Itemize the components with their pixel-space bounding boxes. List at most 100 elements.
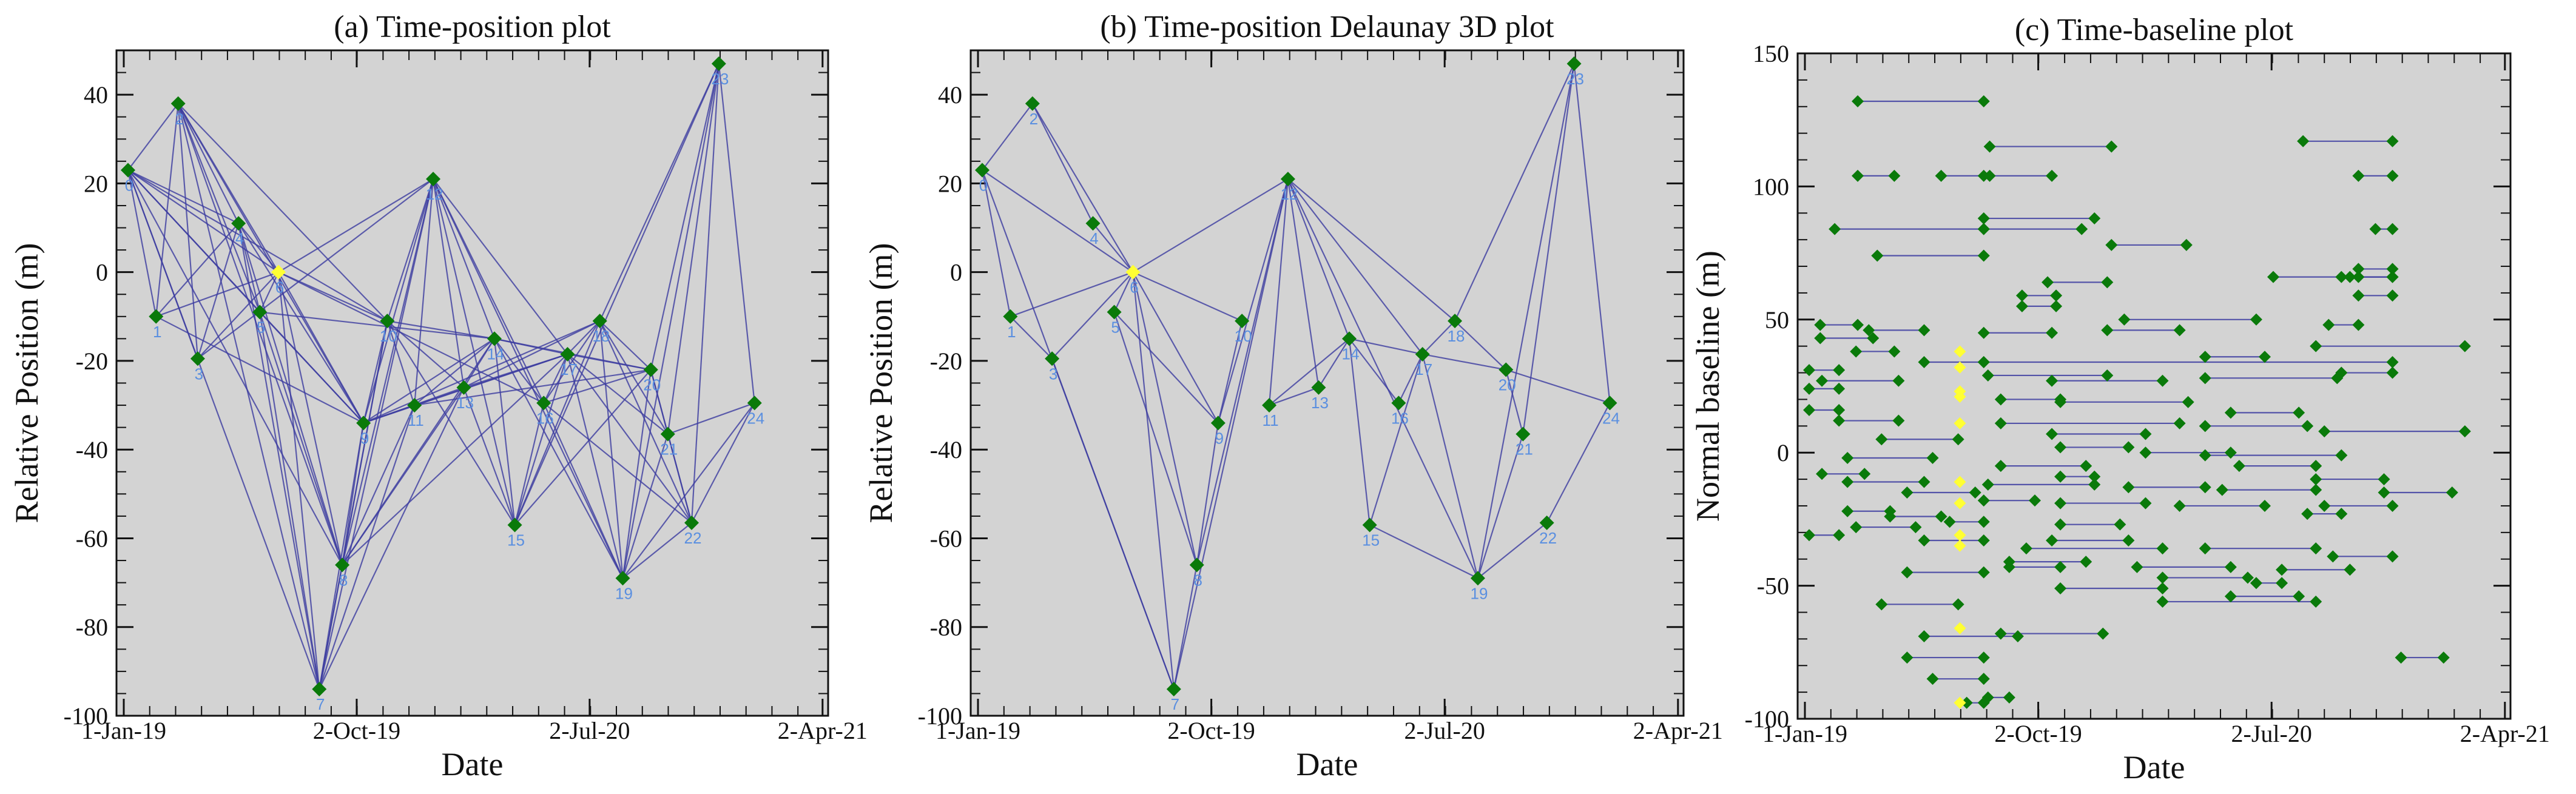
master-baseline-point: [1954, 696, 1966, 709]
interferogram-edge: [567, 354, 624, 579]
image-point: [1602, 395, 1617, 411]
y-tick-label: -50: [1757, 573, 1789, 600]
image-point: [975, 163, 990, 178]
point-label: 2: [1030, 110, 1038, 128]
point-label: 24: [747, 409, 764, 427]
interferogram-edge: [514, 320, 601, 525]
baseline-point: [1918, 630, 1930, 642]
baseline-point: [2046, 326, 2058, 339]
interferogram-edge: [177, 103, 199, 359]
x-axis-label: Date: [2123, 749, 2185, 786]
interferogram-edge: [1010, 316, 1053, 360]
baseline-point: [1983, 169, 1996, 182]
point-label: 17: [560, 360, 578, 378]
interferogram-edge: [514, 63, 720, 525]
baseline-point: [1981, 478, 1994, 491]
interferogram-edge: [155, 223, 239, 317]
baseline-point: [1981, 369, 1994, 382]
image-point: [747, 395, 762, 411]
baseline-point: [2395, 651, 2407, 664]
interferogram-edge: [1051, 271, 1134, 360]
master-baseline-point: [1954, 622, 1966, 634]
interferogram-edge: [1269, 338, 1350, 406]
baseline-point: [2322, 318, 2335, 331]
interferogram-edge: [667, 63, 720, 434]
baseline-point: [1977, 673, 1990, 685]
baseline-point: [1994, 393, 2007, 406]
x-tick-label: 2-Jul-20: [1404, 717, 1485, 744]
interferogram-edge: [514, 369, 652, 526]
baseline-point: [2224, 446, 2237, 459]
point-label: 22: [684, 529, 702, 547]
interferogram-edge: [342, 320, 388, 565]
y-tick-label: -80: [930, 614, 962, 641]
point-label: 9: [1215, 429, 1224, 447]
chart-title: (a) Time-position plot: [334, 10, 611, 44]
interferogram-edge: [464, 353, 568, 388]
baseline-point: [2446, 486, 2458, 499]
baseline-point: [1803, 382, 1816, 395]
interferogram-edge: [599, 320, 693, 523]
image-point: [660, 426, 675, 442]
baseline-point: [1935, 510, 1947, 523]
interferogram-edge: [1287, 178, 1423, 355]
baseline-point: [1977, 516, 1990, 528]
interferogram-edge: [1268, 178, 1289, 406]
interferogram-edge: [1287, 178, 1479, 579]
baseline-point: [1852, 318, 1864, 331]
plot-area: [1798, 53, 2510, 719]
y-tick-label: -100: [918, 702, 962, 730]
image-point: [1539, 515, 1554, 530]
interferogram-edge: [259, 312, 320, 690]
interferogram-edge: [1349, 338, 1400, 404]
baseline-point: [2122, 481, 2135, 494]
baseline-point: [2122, 441, 2135, 454]
interferogram-edge: [1421, 354, 1479, 579]
image-point: [1210, 416, 1226, 431]
interferogram-edge: [432, 178, 465, 388]
point-label: 19: [615, 584, 633, 602]
interferogram-edge: [493, 338, 624, 579]
point-label: 11: [1263, 411, 1279, 429]
baseline-point: [2378, 486, 2390, 499]
interferogram-edge: [1287, 178, 1350, 339]
baseline-point: [2318, 499, 2331, 512]
interferogram-edge: [1477, 63, 1575, 579]
interferogram-edge: [567, 354, 692, 523]
interferogram-edge: [567, 320, 601, 355]
point-label: 5: [257, 318, 265, 336]
baseline-point: [2180, 238, 2193, 251]
interferogram-edge: [667, 402, 755, 435]
interferogram-edge: [197, 271, 279, 360]
interferogram-edge: [177, 103, 388, 321]
baseline-point: [2297, 135, 2310, 147]
interferogram-edge: [981, 170, 1011, 317]
y-axis-label: Normal baseline (m): [1690, 251, 1726, 522]
image-point: [1085, 216, 1101, 231]
baseline-point: [2250, 577, 2262, 590]
baseline-point: [2054, 441, 2067, 454]
baseline-point: [2386, 271, 2399, 283]
y-tick-label: 150: [1753, 40, 1789, 67]
baseline-point: [1867, 332, 1880, 345]
baseline-markers: [1803, 95, 2471, 709]
baseline-point: [2088, 212, 2101, 225]
baseline-point: [2258, 351, 2271, 363]
baseline-point: [2122, 534, 2135, 547]
baseline-point: [2386, 263, 2399, 275]
baseline-point: [2310, 473, 2322, 486]
interferogram-edge: [567, 354, 669, 435]
x-axis-label: Date: [1296, 746, 1358, 782]
baseline-point: [2310, 542, 2322, 555]
baseline-point: [2101, 324, 2114, 337]
point-label: 13: [1311, 394, 1329, 412]
image-point: [1566, 56, 1582, 71]
baseline-point: [2046, 428, 2058, 440]
baseline-point: [2042, 276, 2054, 289]
interferogram-edge: [386, 320, 416, 406]
baseline-point: [2386, 223, 2399, 235]
interferogram-edge: [319, 387, 465, 690]
y-tick-label: 50: [1765, 306, 1789, 334]
